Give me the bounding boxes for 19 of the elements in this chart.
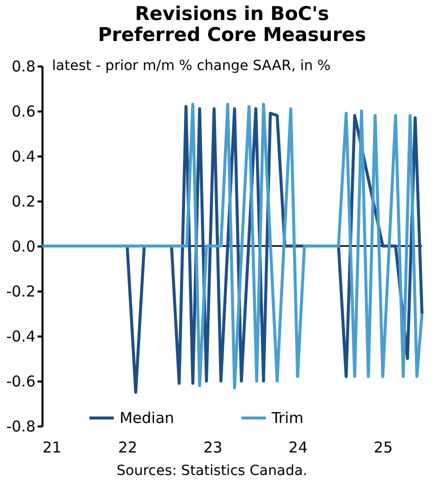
y-tick-label: 0.6 (12, 102, 36, 120)
y-tick-label: 0.2 (12, 192, 36, 210)
legend-label: Trim (270, 409, 304, 427)
y-tick-label: 0.4 (12, 148, 36, 166)
y-tick-label: -0.8 (6, 418, 36, 436)
x-tick-label: 22 (118, 438, 138, 456)
y-axis-title: latest - prior m/m % change SAAR, in % (52, 58, 331, 74)
y-tick-label: 0.0 (12, 238, 36, 256)
source-note: Sources: Statistics Canada. (116, 463, 308, 479)
y-tick-label: 0.8 (12, 58, 36, 76)
x-tick-label: 23 (203, 438, 222, 456)
y-tick-label: -0.2 (6, 282, 36, 300)
x-tick-label: 24 (288, 438, 308, 456)
chart-title: Revisions in BoC's Preferred Core Measures (98, 3, 366, 46)
x-tick-label: 25 (374, 438, 393, 456)
y-tick-label: -0.6 (6, 372, 36, 390)
legend-label: Median (120, 409, 174, 427)
x-tick-label: 21 (42, 438, 62, 456)
y-tick-label: -0.4 (6, 328, 36, 346)
